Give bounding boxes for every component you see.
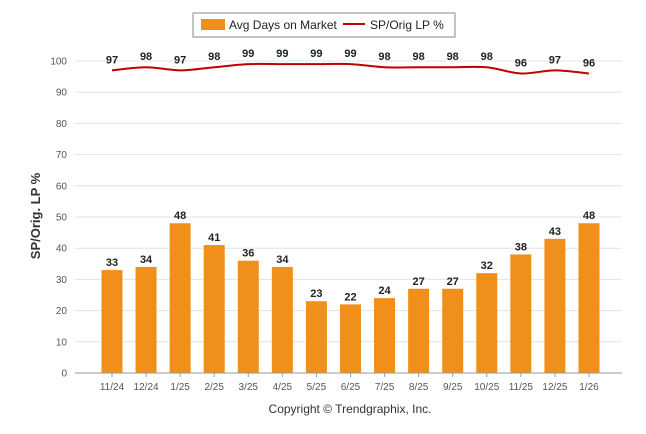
bar-data-label: 34 (276, 254, 289, 266)
x-tick-label: 11/25 (509, 382, 534, 393)
bar (476, 273, 498, 373)
bars (101, 223, 600, 373)
x-tick-label: 3/25 (239, 382, 259, 393)
line-data-label: 98 (481, 51, 493, 63)
x-tick-label: 12/24 (134, 382, 159, 393)
y-tick-label: 70 (56, 150, 68, 161)
x-tick-label: 11/24 (100, 382, 125, 393)
line-path (111, 62, 590, 75)
bar-data-label: 38 (515, 241, 527, 253)
bar-data-label: 23 (310, 288, 322, 300)
bar-data-label: 27 (447, 276, 459, 288)
x-tick-label: 7/25 (375, 382, 395, 393)
x-tick-label: 2/25 (204, 382, 224, 393)
line-data-label: 97 (174, 54, 186, 66)
bar (135, 266, 157, 373)
bar (169, 223, 191, 373)
line-data-label: 97 (549, 54, 561, 66)
y-tick-label: 100 (50, 57, 67, 68)
bar-data-label: 32 (481, 260, 493, 272)
y-tick-label: 20 (56, 306, 68, 317)
line-data-label: 99 (344, 48, 356, 60)
line-data-label: 97 (106, 54, 118, 66)
line-data-label: 98 (378, 51, 390, 63)
bar (339, 304, 361, 373)
line-data-label: 98 (413, 51, 425, 63)
bar-data-label: 48 (174, 210, 186, 222)
y-tick-label: 60 (56, 181, 68, 192)
bar-data-label: 27 (413, 276, 425, 288)
line-data-label: 99 (310, 48, 322, 60)
y-tick-label: 40 (56, 244, 68, 255)
y-tick-label: 10 (56, 337, 68, 348)
x-tick-label: 1/26 (579, 382, 599, 393)
y-tick-label: 80 (56, 119, 68, 130)
y-tick-label: 50 (56, 213, 68, 224)
line-data-label: 99 (276, 48, 288, 60)
x-tick-label: 8/25 (409, 382, 429, 393)
x-tick-labels: 11/24 12/24 1/25 2/25 3/25 4/25 5/25 6/25 7/25 8/… (100, 373, 599, 393)
x-tick-label: 6/25 (341, 382, 361, 393)
bar-data-label: 24 (378, 285, 391, 297)
bar-data-label: 33 (106, 257, 118, 269)
x-tick-label: 4/25 (273, 382, 293, 393)
legend-label-line: SP/Orig LP % (370, 18, 444, 32)
bar (374, 298, 396, 373)
x-tick-label: 9/25 (443, 382, 463, 393)
line-data-label: 98 (447, 51, 459, 63)
line-data-label: 96 (583, 57, 595, 69)
bar (510, 254, 532, 373)
bar-data-label: 43 (549, 226, 561, 238)
bar-data-label: 34 (140, 254, 153, 266)
bar-data-label: 48 (583, 210, 595, 222)
y-axis-title: SP/Orig. LP % (28, 172, 43, 259)
bar (237, 260, 259, 373)
gridlines (75, 60, 622, 343)
line-data-label: 98 (208, 51, 220, 63)
legend-label-bar: Avg Days on Market (229, 18, 337, 32)
bar (203, 245, 225, 373)
legend: Avg Days on Market SP/Orig LP % (192, 12, 456, 38)
line-data-label: 96 (515, 57, 527, 69)
y-tick-label: 0 (61, 369, 67, 380)
bar-data-label: 41 (208, 232, 220, 244)
line-data-label: 98 (140, 51, 152, 63)
bar-data-label: 22 (344, 291, 356, 303)
y-tick-label: 30 (56, 275, 68, 286)
bar-data-labels: 33 34 48 41 36 34 23 22 24 27 27 32 38 43 48 (106, 210, 595, 303)
x-tick-label: 12/25 (542, 382, 567, 393)
copyright-text: Copyright © Trendgraphix, Inc. (269, 402, 432, 416)
bar-data-label: 36 (242, 248, 254, 260)
y-tick-label: 90 (56, 88, 68, 99)
line-data-label: 99 (242, 48, 254, 60)
bar (578, 223, 600, 373)
legend-box (192, 12, 456, 38)
y-tick-labels: 0 10 20 30 40 50 60 70 80 90 100 (50, 57, 67, 380)
bar (408, 288, 430, 373)
bar (544, 238, 566, 373)
x-tick-label: 5/25 (307, 382, 327, 393)
x-tick-label: 10/25 (474, 382, 499, 393)
line-series (111, 62, 590, 75)
bar (271, 266, 293, 373)
line-data-labels: 97 98 97 98 99 99 99 99 98 98 98 98 96 97 96 (106, 48, 595, 69)
x-tick-label: 1/25 (170, 382, 190, 393)
bar (305, 301, 327, 373)
bar (442, 288, 464, 373)
legend-swatch-bar (201, 19, 225, 30)
bar (101, 270, 123, 373)
